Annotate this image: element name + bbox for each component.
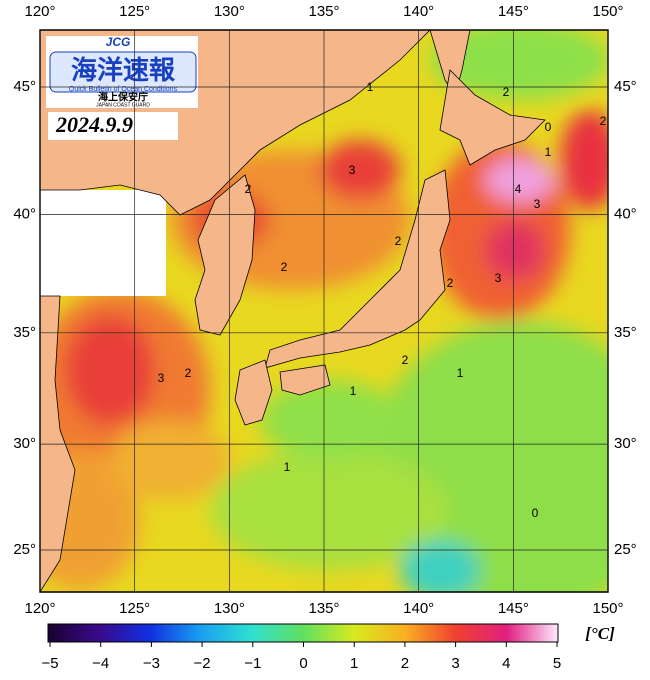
- lat-tick-label: 45°: [614, 78, 637, 95]
- contour-label: 1: [284, 460, 291, 474]
- colorbar-tick-label: −1: [244, 655, 261, 672]
- contour-label: 2: [395, 234, 402, 248]
- lat-tick-label: 40°: [13, 205, 36, 222]
- contour-label: 3: [495, 271, 502, 285]
- logo-agency: 海上保安庁: [98, 91, 148, 104]
- lon-tick-label: 120°: [24, 600, 55, 617]
- lon-tick-label: 145°: [498, 600, 529, 617]
- lon-tick-label: 150°: [592, 600, 623, 617]
- colorbar-tick-label: −4: [92, 655, 109, 672]
- contour-label: 1: [545, 145, 552, 159]
- contour-label: 2: [245, 182, 252, 196]
- colorbar-tick-label: −2: [194, 655, 211, 672]
- contour-label: 3: [534, 197, 541, 211]
- contour-label: 1: [367, 80, 374, 94]
- colorbar-tick-label: 3: [451, 655, 459, 672]
- contour-label: 1: [350, 384, 357, 398]
- contour-label: 1: [457, 366, 464, 380]
- contour-label: 4: [515, 182, 522, 196]
- lat-tick-label: 45°: [13, 78, 36, 95]
- lat-tick-label: 30°: [13, 435, 36, 452]
- logo-title: 海洋速報: [71, 55, 176, 85]
- lon-tick-label: 130°: [214, 600, 245, 617]
- lon-tick-label: 140°: [403, 3, 434, 20]
- contour-label: 2: [503, 85, 510, 99]
- colorbar-tick-label: 0: [299, 655, 307, 672]
- colorbar-tick-label: 4: [502, 655, 510, 672]
- lat-tick-label: 25°: [614, 541, 637, 558]
- logo: JCG 海洋速報 Quick Bulletin of Ocean Conditi…: [46, 35, 198, 108]
- lon-tick-label: 135°: [308, 600, 339, 617]
- colorbar-tick-label: 2: [401, 655, 409, 672]
- lon-tick-label: 135°: [308, 3, 339, 20]
- lat-tick-label: 30°: [614, 435, 637, 452]
- lat-tick-label: 35°: [614, 324, 637, 341]
- lon-tick-label: 150°: [592, 3, 623, 20]
- colorbar-tick-label: 1: [350, 655, 358, 672]
- lat-tick-label: 35°: [13, 324, 36, 341]
- colorbar: [47, 623, 559, 643]
- contour-label: 2: [447, 276, 454, 290]
- colorbar-tick-label: 5: [553, 655, 561, 672]
- lat-tick-label: 25°: [13, 541, 36, 558]
- contour-label: 2: [281, 260, 288, 274]
- contour-label: 2: [185, 366, 192, 380]
- sst-field: [40, 30, 608, 592]
- logo-mark: JCG: [106, 35, 131, 49]
- lon-tick-label: 120°: [24, 3, 55, 20]
- contour-label: 3: [349, 163, 356, 177]
- contour-label: 3: [158, 371, 165, 385]
- lon-tick-label: 125°: [119, 600, 150, 617]
- lon-tick-label: 130°: [214, 3, 245, 20]
- date-box: [48, 112, 178, 140]
- contour-label: 0: [545, 120, 552, 134]
- contour-label: 2: [402, 353, 409, 367]
- colorbar-unit: [°C]: [585, 624, 615, 643]
- lon-tick-label: 125°: [119, 3, 150, 20]
- lat-tick-label: 40°: [614, 205, 637, 222]
- logo-subtitle: Quick Bulletin of Ocean Conditions: [69, 86, 178, 93]
- contour-label: 2: [600, 114, 607, 128]
- lon-tick-label: 145°: [498, 3, 529, 20]
- contour-label: 0: [532, 506, 539, 520]
- lon-tick-label: 140°: [403, 600, 434, 617]
- colorbar-tick-label: −5: [41, 655, 58, 672]
- colorbar-tick-label: −3: [143, 655, 160, 672]
- logo-agency-en: JAPAN COAST GUARD: [96, 102, 150, 108]
- date: 2024.9.9: [55, 112, 133, 137]
